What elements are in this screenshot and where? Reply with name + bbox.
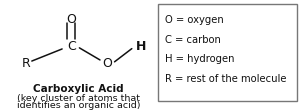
FancyBboxPatch shape: [158, 4, 297, 101]
Text: O = oxygen: O = oxygen: [165, 15, 224, 25]
Text: R = rest of the molecule: R = rest of the molecule: [165, 74, 287, 84]
Text: R: R: [22, 57, 30, 70]
Text: C: C: [67, 40, 75, 53]
Text: identifies an organic acid): identifies an organic acid): [17, 101, 141, 110]
Text: H: H: [136, 40, 146, 53]
Text: O: O: [66, 13, 76, 26]
Text: (key cluster of atoms that: (key cluster of atoms that: [17, 94, 140, 103]
Text: O: O: [103, 57, 112, 70]
Text: Carboxylic Acid: Carboxylic Acid: [33, 84, 124, 93]
Text: C = carbon: C = carbon: [165, 35, 221, 45]
Text: H = hydrogen: H = hydrogen: [165, 54, 235, 64]
